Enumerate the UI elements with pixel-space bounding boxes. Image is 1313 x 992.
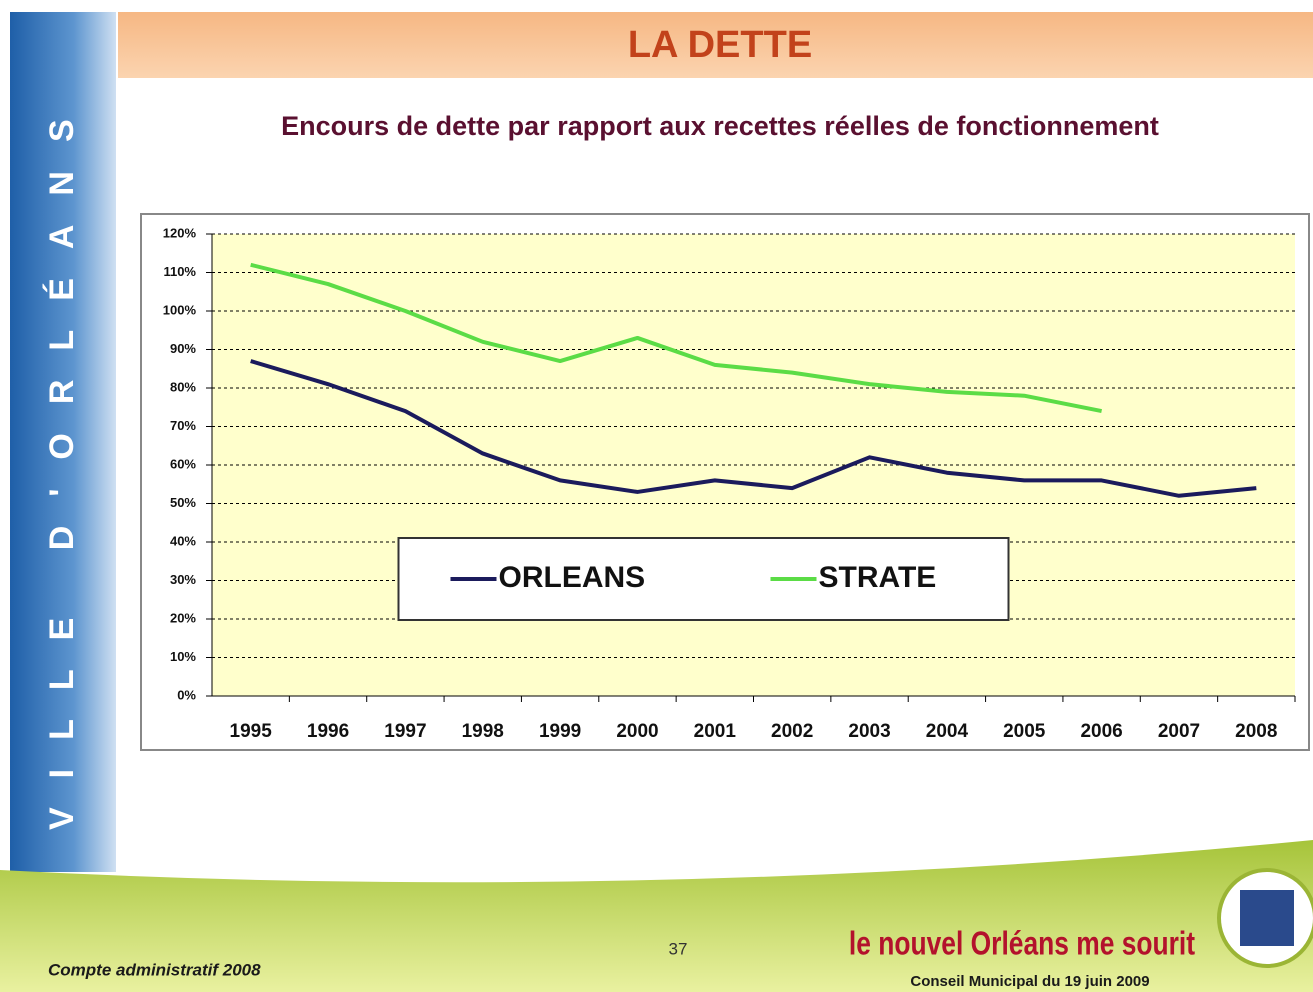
x-tick-label: 2003 bbox=[848, 721, 890, 742]
y-tick-label: 50% bbox=[170, 495, 196, 510]
x-tick-label: 2001 bbox=[694, 721, 737, 742]
logo-shield bbox=[1240, 890, 1294, 946]
y-tick-label: 80% bbox=[170, 379, 196, 394]
series-line bbox=[250, 359, 1257, 498]
footer-band bbox=[0, 840, 1313, 992]
legend-label: STRATE bbox=[819, 561, 937, 594]
chart-subtitle: Encours de dette par rapport aux recette… bbox=[281, 111, 1159, 141]
footer-left: Compte administratif 2008 bbox=[48, 960, 261, 979]
x-tick-label: 1995 bbox=[230, 721, 273, 742]
slogan: le nouvel Orléans me sourit bbox=[849, 926, 1195, 962]
meeting: Conseil Municipal du 19 juin 2009 bbox=[910, 973, 1149, 990]
y-tick-label: 70% bbox=[170, 418, 196, 433]
x-tick-label: 2007 bbox=[1158, 721, 1200, 742]
y-tick-label: 100% bbox=[163, 302, 197, 317]
y-tick-label: 0% bbox=[177, 687, 196, 702]
y-tick-label: 60% bbox=[170, 456, 196, 471]
x-tick-label: 2006 bbox=[1080, 721, 1122, 742]
y-tick-label: 110% bbox=[163, 264, 196, 279]
series-line bbox=[250, 262, 1103, 414]
x-tick-label: 1999 bbox=[539, 721, 581, 742]
chart-title: LA DETTE bbox=[628, 24, 812, 66]
y-tick-label: 120% bbox=[163, 225, 197, 240]
y-tick-label: 10% bbox=[170, 649, 196, 664]
legend-label: ORLEANS bbox=[499, 561, 646, 594]
header-bar bbox=[118, 12, 1313, 78]
x-tick-label: 1996 bbox=[307, 721, 349, 742]
x-tick-label: 2002 bbox=[771, 721, 813, 742]
sidebar bbox=[10, 12, 116, 872]
x-tick-label: 2000 bbox=[616, 721, 658, 742]
x-tick-label: 2008 bbox=[1235, 721, 1277, 742]
x-tick-label: 1997 bbox=[384, 721, 426, 742]
y-tick-label: 90% bbox=[170, 341, 196, 356]
y-tick-label: 30% bbox=[170, 572, 196, 587]
sidebar-text: VILLE D'ORLÉANS bbox=[43, 90, 81, 830]
page-number: 37 bbox=[669, 939, 688, 958]
legend bbox=[397, 537, 1010, 621]
y-tick-label: 40% bbox=[170, 533, 196, 548]
y-tick-label: 20% bbox=[170, 610, 196, 625]
x-tick-label: 2005 bbox=[1003, 721, 1046, 742]
x-tick-label: 1998 bbox=[462, 721, 504, 742]
x-tick-label: 2004 bbox=[926, 721, 969, 742]
